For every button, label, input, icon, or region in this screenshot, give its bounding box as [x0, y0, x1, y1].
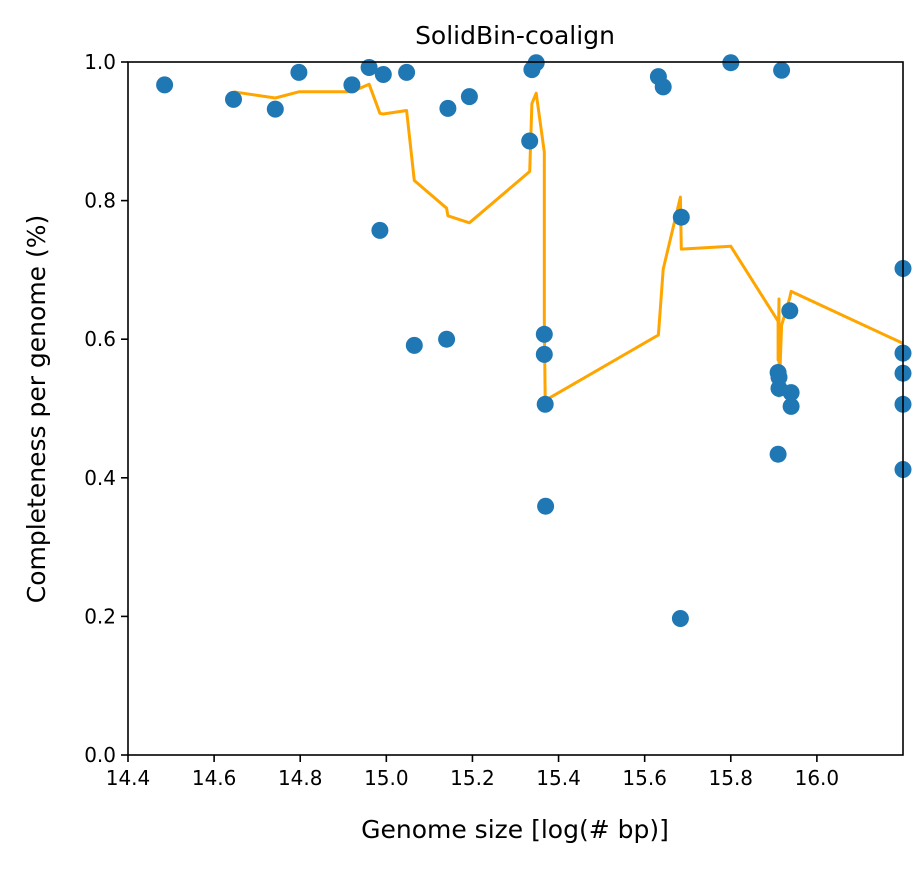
x-axis-label: Genome size [log(# bp)] — [361, 815, 669, 844]
y-tick-label: 0.2 — [84, 604, 116, 628]
y-axis-label: Completeness per genome (%) — [22, 215, 51, 604]
data-points-layer — [156, 54, 912, 627]
data-point — [156, 76, 174, 94]
y-tick-label: 0.4 — [84, 466, 116, 490]
data-point — [360, 59, 378, 76]
x-tick-label: 15.2 — [450, 766, 495, 790]
data-point — [535, 325, 553, 343]
x-tick-label: 14.4 — [106, 766, 151, 790]
plot-frame — [127, 61, 904, 756]
x-tick-label: 16.0 — [795, 766, 840, 790]
data-point — [374, 66, 392, 83]
data-point — [460, 88, 478, 106]
data-point — [535, 345, 553, 363]
data-point — [266, 100, 284, 118]
data-point — [290, 63, 308, 81]
data-point — [773, 61, 791, 79]
data-point — [438, 330, 456, 348]
chart-title: SolidBin-coalign — [415, 21, 615, 50]
data-point — [405, 336, 423, 354]
data-point — [654, 78, 672, 96]
data-point — [671, 610, 689, 627]
data-point — [672, 208, 690, 226]
y-axis-ticks: 0.0 0.2 0.4 0.6 0.8 1.0 — [84, 50, 128, 767]
data-point — [782, 397, 800, 415]
data-point — [536, 395, 554, 413]
x-tick-label: 14.8 — [278, 766, 323, 790]
x-tick-label: 14.6 — [192, 766, 237, 790]
data-point — [537, 497, 555, 515]
data-point — [343, 76, 361, 94]
data-point — [371, 221, 389, 239]
plot-background — [128, 62, 903, 755]
data-point — [769, 445, 787, 463]
x-tick-label: 15.6 — [622, 766, 667, 790]
x-tick-label: 15.0 — [364, 766, 409, 790]
data-point — [225, 90, 242, 108]
y-tick-label: 1.0 — [84, 50, 116, 74]
data-point — [398, 63, 416, 81]
data-point — [781, 302, 799, 320]
y-tick-label: 0.6 — [84, 327, 116, 351]
x-tick-label: 15.8 — [709, 766, 754, 790]
trend-line — [233, 82, 904, 402]
data-point — [439, 99, 457, 117]
data-point — [521, 132, 539, 150]
x-axis-ticks: 14.4 14.6 14.8 15.0 15.2 15.4 15.6 15.8 16.0 — [106, 755, 839, 790]
y-tick-label: 0.0 — [84, 743, 116, 767]
data-point — [782, 384, 800, 402]
y-tick-label: 0.8 — [84, 189, 116, 213]
trend-line-layer — [233, 82, 904, 402]
x-tick-label: 15.4 — [536, 766, 581, 790]
